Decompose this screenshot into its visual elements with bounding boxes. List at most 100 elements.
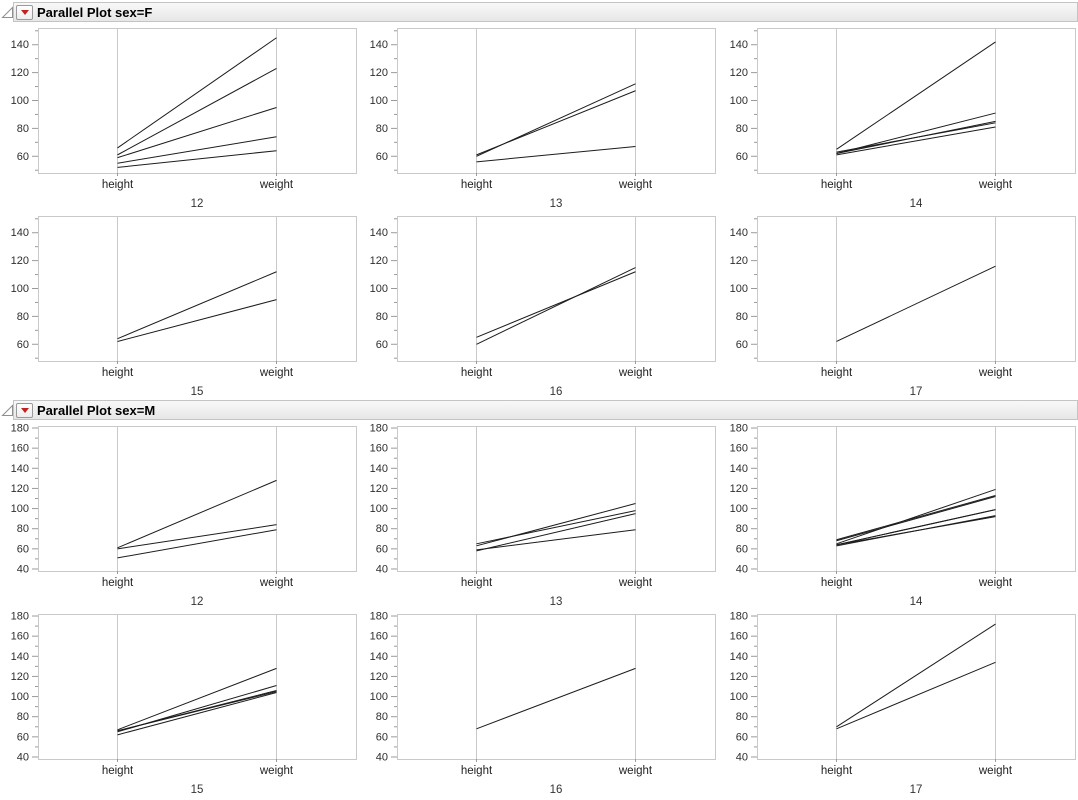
outline-section-sex-m: Parallel Plot sex=M 40 60 80 100 120 140 160 18…: [0, 400, 1078, 796]
y-tick-label: 60: [17, 339, 29, 351]
data-line[interactable]: [117, 67, 277, 156]
data-line[interactable]: [835, 41, 996, 150]
y-tick-label: 140: [370, 227, 388, 239]
x-axis-label: weight: [259, 765, 294, 777]
outline-title: Parallel Plot sex=M: [37, 402, 156, 418]
panel-grid: 60 80 100 120 140 height weight 12 60 80 100 120 14…: [0, 22, 1078, 398]
data-line[interactable]: [117, 150, 277, 168]
data-line[interactable]: [476, 529, 636, 551]
data-line[interactable]: [117, 37, 277, 149]
parallel-plot-panel-age-14[interactable]: 60 80 100 120 140 height weight 14: [719, 22, 1078, 210]
y-tick-label: 140: [370, 651, 388, 663]
data-line[interactable]: [476, 271, 637, 338]
red-triangle-menu-button[interactable]: [16, 4, 33, 20]
data-line[interactable]: [836, 496, 996, 542]
group-label: 12: [191, 198, 204, 210]
x-axis-label: height: [461, 367, 493, 379]
data-line[interactable]: [835, 265, 996, 342]
data-line[interactable]: [117, 667, 277, 731]
y-tick-label: 160: [729, 631, 747, 643]
outline-header-row: Parallel Plot sex=F: [0, 2, 1078, 22]
red-triangle-menu-button[interactable]: [16, 402, 33, 418]
y-tick-label: 100: [11, 503, 29, 515]
y-tick-label: 180: [370, 423, 388, 435]
parallel-plot-panel-age-12[interactable]: 40 60 80 100 120 140 160 180 height weight 12: [0, 420, 359, 608]
data-line[interactable]: [476, 146, 636, 163]
y-tick-label: 80: [735, 123, 747, 135]
data-line[interactable]: [836, 126, 996, 156]
data-line[interactable]: [117, 271, 277, 340]
data-line[interactable]: [476, 667, 637, 730]
data-line[interactable]: [835, 488, 996, 545]
x-axis-label: weight: [618, 367, 653, 379]
red-triangle-icon: [20, 407, 29, 413]
parallel-plot-panel-age-12[interactable]: 60 80 100 120 140 height weight 12: [0, 22, 359, 210]
parallel-plot-panel-age-16[interactable]: 60 80 100 120 140 height weight 16: [359, 210, 718, 398]
data-line[interactable]: [117, 106, 277, 159]
parallel-plot-panel-age-17[interactable]: 60 80 100 120 140 height weight 17: [719, 210, 1078, 398]
data-line[interactable]: [117, 299, 277, 342]
y-tick-label: 100: [370, 691, 388, 703]
y-tick-label: 100: [729, 283, 747, 295]
y-tick-label: 80: [376, 123, 388, 135]
y-tick-label: 140: [729, 39, 747, 51]
y-tick-label: 80: [376, 311, 388, 323]
y-tick-label: 80: [735, 711, 747, 723]
y-tick-label: 140: [370, 463, 388, 475]
x-axis-label: weight: [618, 765, 653, 777]
data-line[interactable]: [835, 661, 996, 730]
data-line[interactable]: [836, 509, 996, 546]
y-tick-label: 120: [370, 67, 388, 79]
parallel-plot-panel-age-13[interactable]: 40 60 80 100 120 140 160 180 height weight 13: [359, 420, 718, 608]
y-tick-label: 40: [735, 563, 747, 575]
group-label: 14: [909, 198, 922, 210]
y-tick-label: 140: [729, 651, 747, 663]
y-tick-label: 60: [376, 151, 388, 163]
parallel-plot-panel-age-15[interactable]: 60 80 100 120 140 height weight 15: [0, 210, 359, 398]
data-line[interactable]: [117, 136, 277, 164]
y-tick-label: 60: [735, 339, 747, 351]
parallel-plot-panel-age-17[interactable]: 40 60 80 100 120 140 160 180 height weight 17: [719, 608, 1078, 796]
y-tick-label: 100: [370, 95, 388, 107]
y-tick-label: 160: [11, 443, 29, 455]
disclosure-triangle-icon[interactable]: [1, 6, 14, 19]
parallel-plot-panel-age-14[interactable]: 40 60 80 100 120 140 160 180 height weight 14: [719, 420, 1078, 608]
data-line[interactable]: [836, 494, 996, 541]
data-line[interactable]: [476, 503, 636, 547]
data-line[interactable]: [476, 267, 637, 345]
data-line[interactable]: [836, 120, 996, 154]
y-tick-label: 100: [11, 283, 29, 295]
group-label: 15: [191, 386, 204, 398]
group-label: 15: [191, 784, 204, 796]
y-tick-label: 100: [729, 691, 747, 703]
data-line[interactable]: [117, 524, 277, 550]
parallel-plot-panel-age-13[interactable]: 60 80 100 120 140 height weight 13: [359, 22, 718, 210]
disclosure-triangle-icon[interactable]: [1, 404, 14, 417]
parallel-plot-panel-age-16[interactable]: 40 60 80 100 120 140 160 180 height weight 16: [359, 608, 718, 796]
data-line[interactable]: [117, 692, 277, 736]
data-line[interactable]: [476, 513, 636, 552]
y-tick-label: 120: [729, 483, 747, 495]
y-tick-label: 180: [11, 611, 29, 623]
group-label: 13: [550, 596, 563, 608]
data-line[interactable]: [476, 90, 637, 156]
x-axis-label: weight: [618, 577, 653, 589]
y-tick-label: 120: [729, 255, 747, 267]
data-line[interactable]: [117, 479, 277, 549]
group-label: 13: [550, 198, 563, 210]
y-tick-label: 60: [17, 731, 29, 743]
group-label: 16: [550, 386, 563, 398]
group-label: 17: [909, 784, 922, 796]
y-tick-label: 60: [376, 731, 388, 743]
data-line[interactable]: [835, 623, 996, 728]
data-line[interactable]: [117, 690, 277, 732]
y-tick-label: 80: [17, 123, 29, 135]
plot-frame: [756, 216, 1076, 362]
x-axis-label: height: [820, 367, 852, 379]
y-tick-label: 80: [735, 523, 747, 535]
x-axis-label: weight: [259, 367, 294, 379]
y-tick-label: 80: [17, 311, 29, 323]
data-line[interactable]: [117, 529, 277, 559]
data-line[interactable]: [836, 516, 996, 546]
parallel-plot-panel-age-15[interactable]: 40 60 80 100 120 140 160 180 height weight 15: [0, 608, 359, 796]
